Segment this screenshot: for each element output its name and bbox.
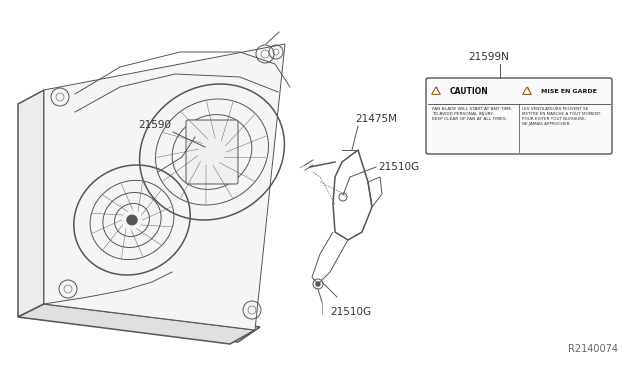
Circle shape — [316, 282, 320, 286]
Polygon shape — [20, 92, 42, 317]
FancyBboxPatch shape — [426, 78, 612, 154]
FancyBboxPatch shape — [186, 120, 238, 184]
Polygon shape — [44, 44, 285, 330]
Text: !: ! — [526, 87, 528, 92]
Polygon shape — [127, 215, 137, 225]
Text: CAUTION: CAUTION — [450, 87, 489, 96]
Text: !: ! — [435, 87, 437, 92]
Text: FAN BLADE WILL START AT ANY TIME.
TO AVOID PERSONAL INJURY,
KEEP CLEAR OF FAN AT: FAN BLADE WILL START AT ANY TIME. TO AVO… — [432, 107, 513, 121]
Text: 21475M: 21475M — [355, 114, 397, 124]
Text: 21590: 21590 — [138, 120, 171, 130]
Text: LES VENTILATEURS PEUVENT SE
METTRE EN MARCHE A TOUT MOMENT.
POUR EVITER TOUT BLE: LES VENTILATEURS PEUVENT SE METTRE EN MA… — [522, 107, 601, 126]
Text: MISE EN GARDE: MISE EN GARDE — [541, 89, 597, 94]
Text: 21510G: 21510G — [378, 162, 419, 172]
Polygon shape — [20, 302, 260, 342]
Polygon shape — [18, 90, 44, 317]
Polygon shape — [206, 147, 218, 157]
Polygon shape — [18, 304, 255, 344]
Text: R2140074: R2140074 — [568, 344, 618, 354]
Text: 21510G: 21510G — [330, 307, 371, 317]
Text: 21599N: 21599N — [468, 52, 509, 62]
